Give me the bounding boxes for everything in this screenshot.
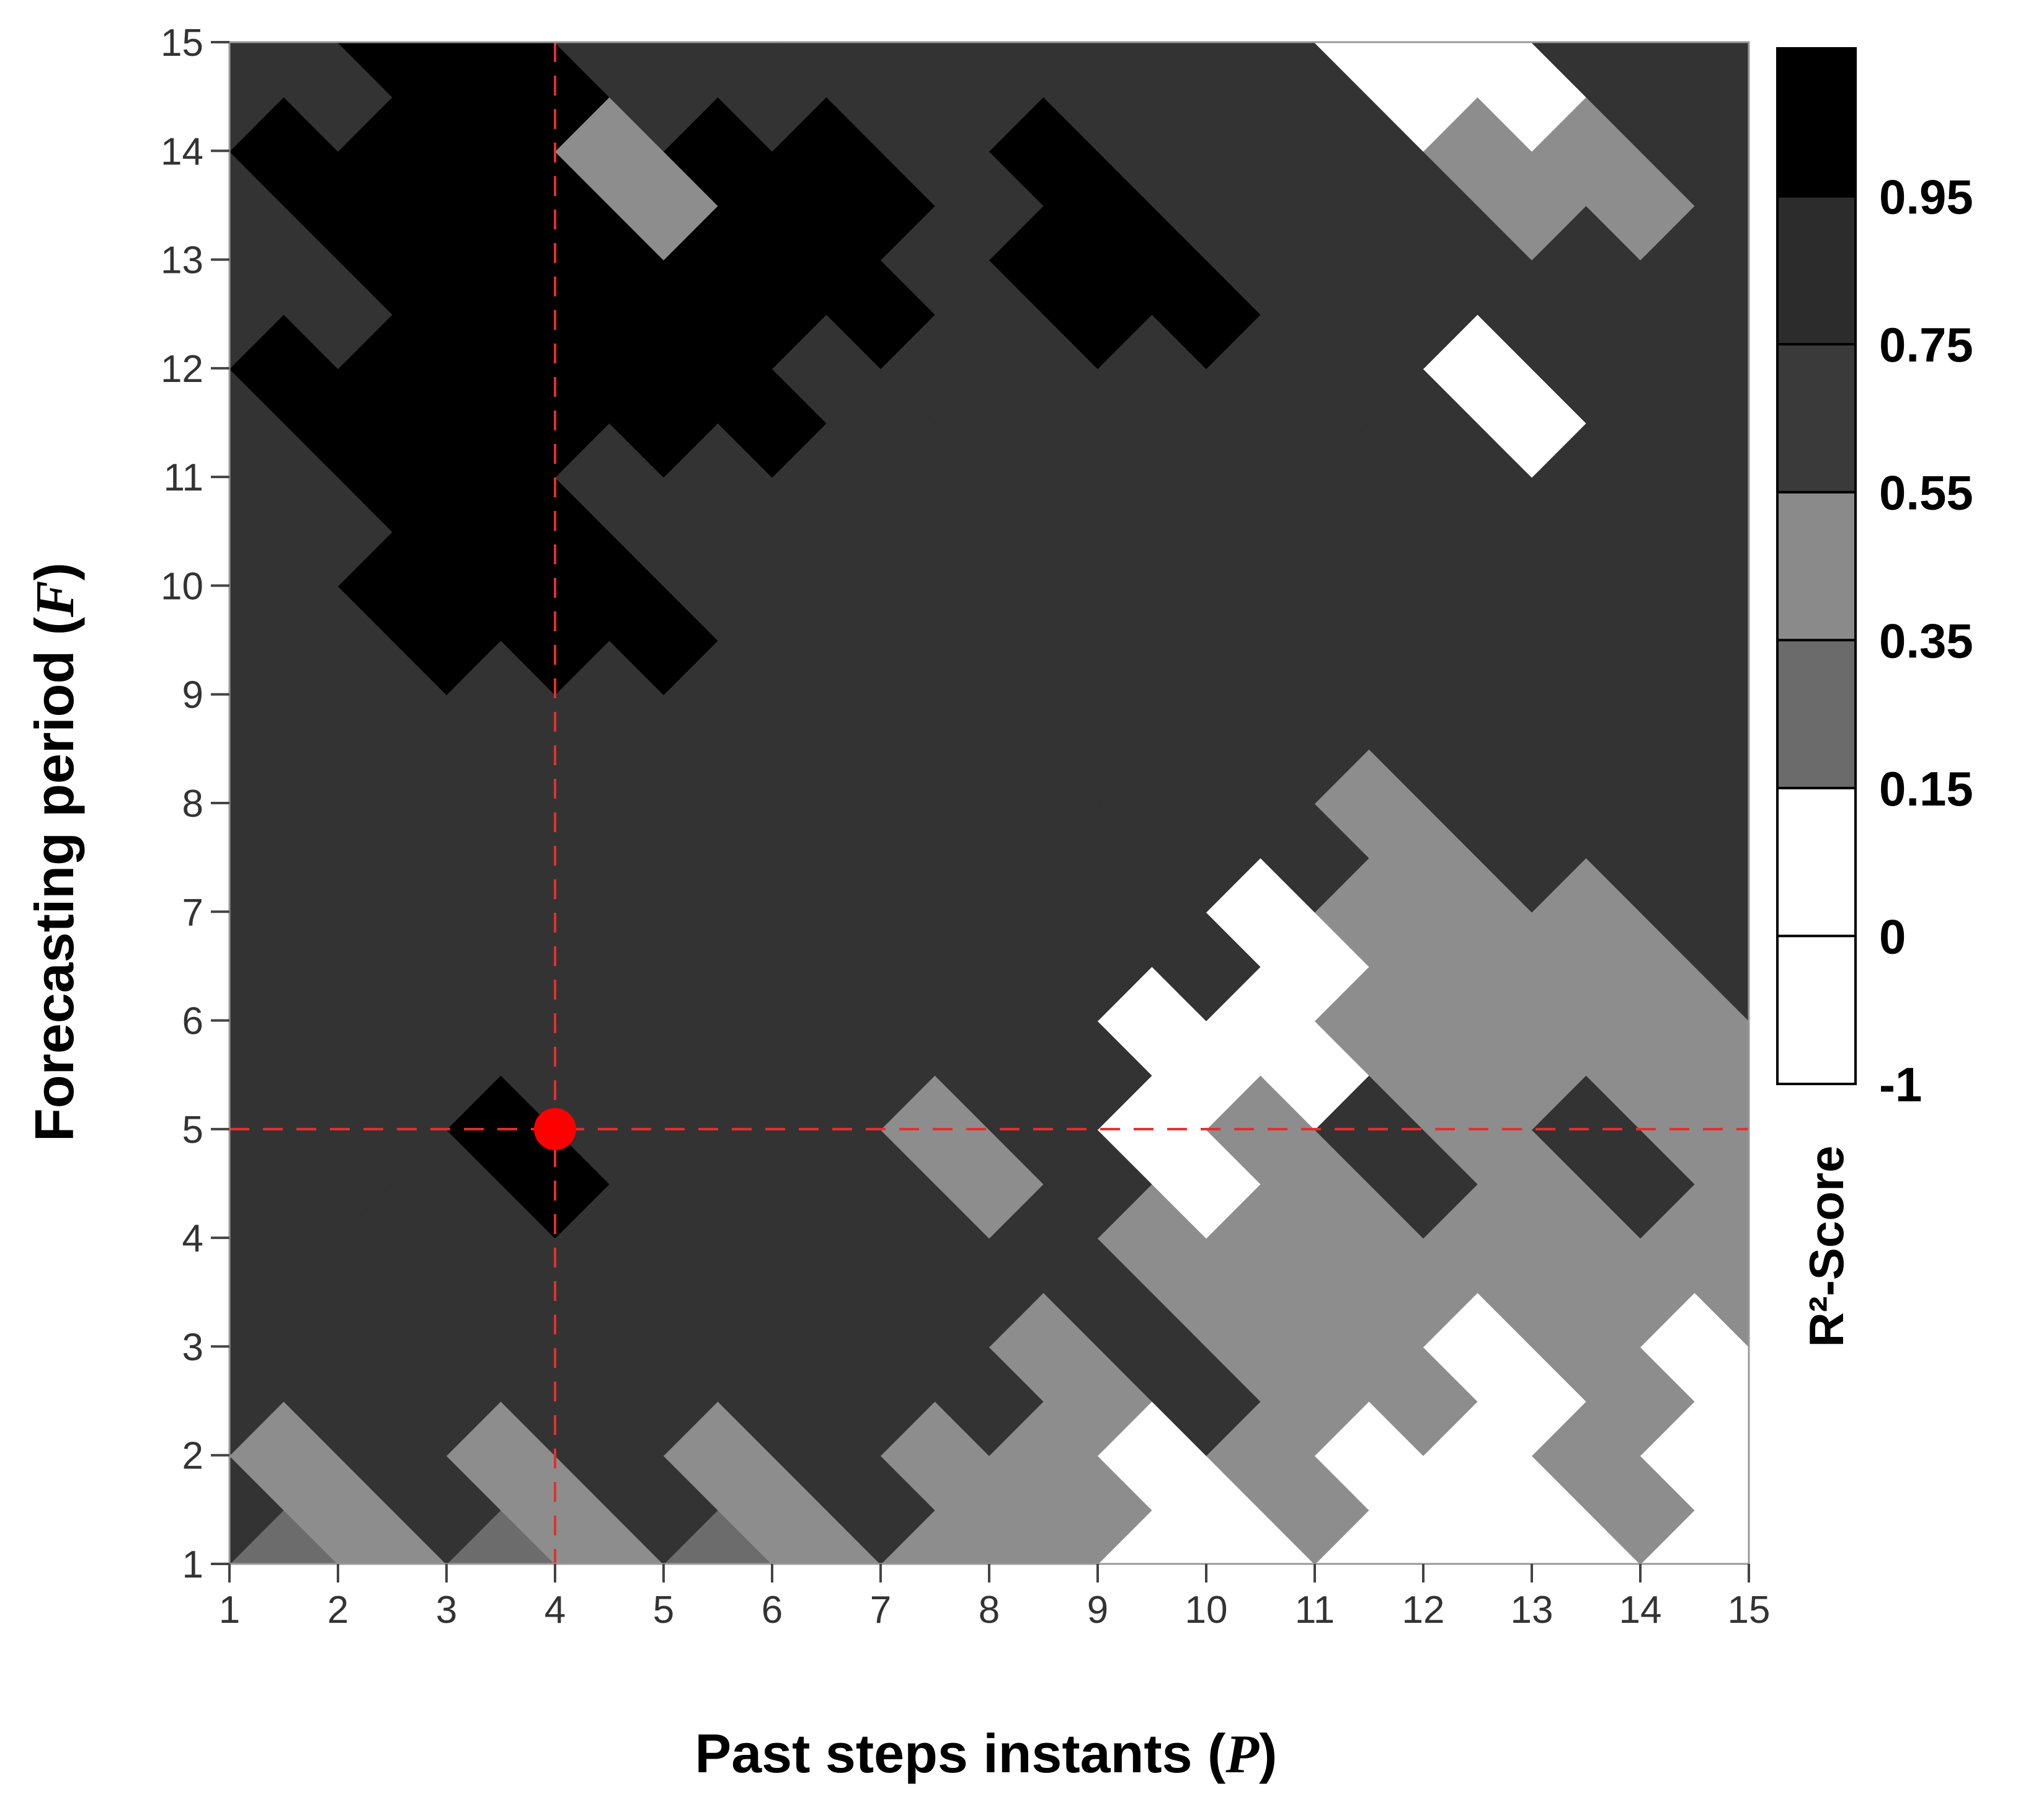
contour-cells [229,42,1749,1564]
contour-cell [1640,42,1749,152]
x-axis-title: Past steps instants (P) [695,1723,1278,1785]
colorbar-band [1777,196,1856,345]
colorbar-frame [1776,47,1857,1085]
colorbar-band [1777,788,1856,936]
x-tick-label: 5 [653,1589,674,1631]
x-tick-label: 15 [1728,1589,1771,1631]
colorbar-band [1777,640,1856,788]
colorbar-level-label: 0 [1879,909,1906,964]
colorbar-band [1777,344,1856,492]
colorbar-band [1777,492,1856,641]
y-axis-title: Forecasting period (F) [24,562,86,1142]
x-tick-label: 1 [219,1589,240,1631]
plot-area [229,42,1749,1564]
y-tick-label: 10 [161,565,203,608]
highlight-point [534,1108,576,1150]
colorbar-band [1777,936,1856,1084]
y-tick-label: 2 [182,1435,203,1478]
y-tick-label: 15 [161,22,203,64]
y-tick-label: 11 [164,456,203,499]
colorbar-level-label: 0.55 [1879,466,1973,520]
colorbar-level-label: 0.75 [1879,317,1973,372]
y-tick-label: 6 [182,1000,203,1043]
x-tick-label: 7 [870,1589,891,1631]
y-tick-label: 8 [182,783,203,825]
x-tick-label: 9 [1087,1589,1108,1631]
x-tick-label: 2 [327,1589,349,1631]
x-tick-label: 6 [762,1589,783,1631]
y-tick-label: 9 [182,674,203,717]
y-tick-label: 14 [161,130,203,173]
x-tick-label: 14 [1619,1589,1662,1631]
x-tick-label: 8 [979,1589,1000,1631]
colorbar-level-label: -1 [1879,1057,1922,1112]
y-tick-label: 1 [182,1543,203,1586]
y-tick-label: 12 [161,348,203,391]
x-tick-label: 3 [436,1589,457,1631]
x-tick-label: 13 [1511,1589,1554,1631]
axes: 1 2 3 4 5 6 7 8 9 10 11 12 13 14 151234567891011121314… [161,22,1770,1631]
colorbar-band [1777,48,1856,197]
y-tick-label: 3 [182,1326,203,1369]
y-tick-label: 4 [182,1217,203,1260]
x-tick-label: 11 [1295,1589,1335,1631]
x-tick-label: 12 [1402,1589,1445,1631]
colorbar: -1 0 0.15 0.35 0.55 0.75 0.95 [1776,47,1973,1112]
x-tick-label: 10 [1185,1589,1228,1631]
colorbar-level-label: 0.15 [1879,761,1973,816]
y-tick-label: 13 [161,239,203,282]
y-tick-label: 7 [182,891,203,934]
x-tick-label: 4 [545,1589,566,1631]
colorbar-level-label: 0.35 [1879,613,1973,668]
colorbar-title: R²-Score [1799,1145,1854,1347]
y-tick-label: 5 [182,1109,203,1152]
colorbar-level-label: 0.95 [1879,170,1973,224]
